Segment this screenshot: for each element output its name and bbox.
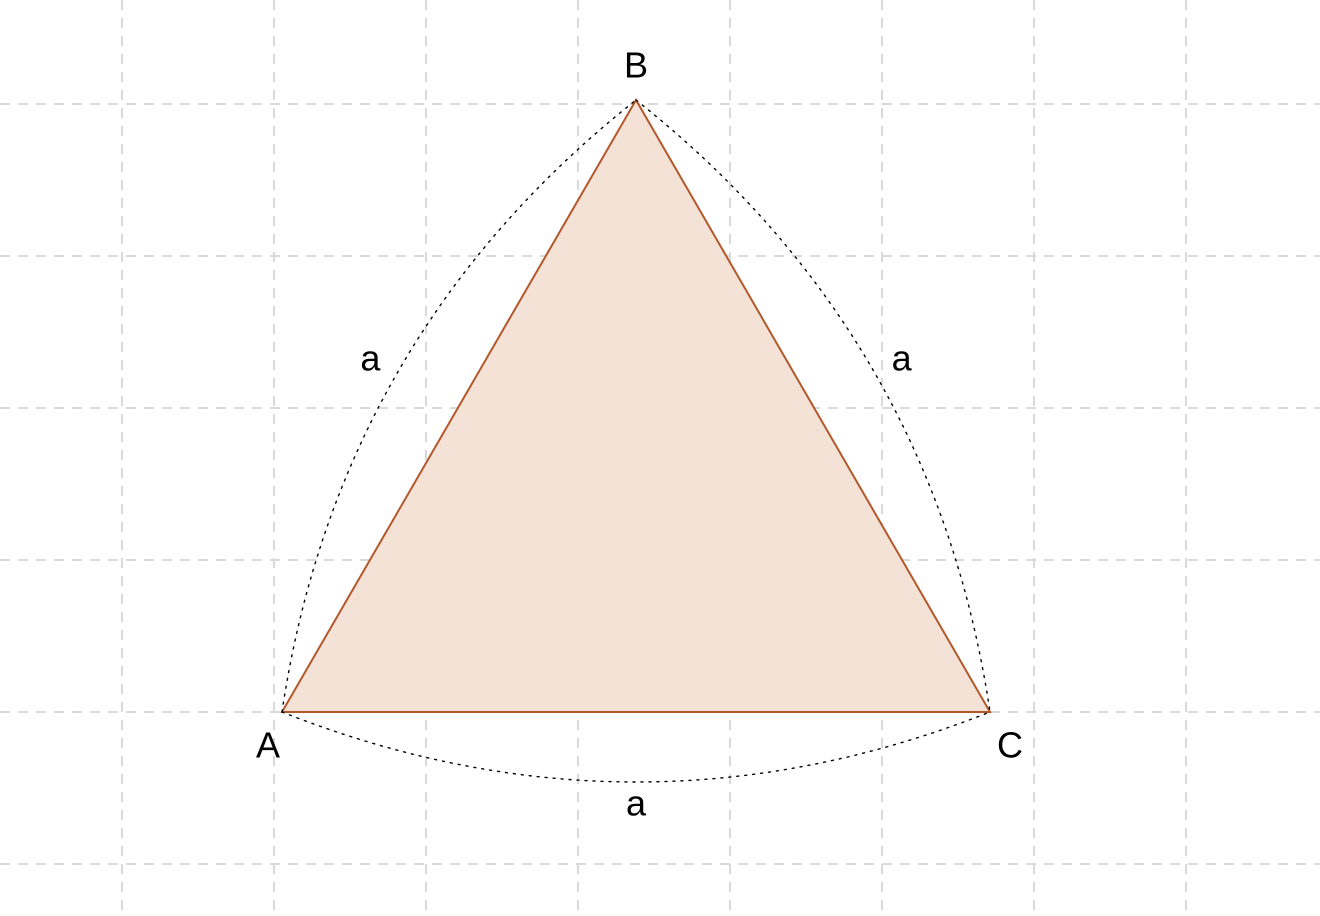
side-label: a [360,338,381,379]
vertex-label-a: A [256,725,280,766]
side-label: a [892,338,913,379]
vertex-label-c: C [997,725,1023,766]
diagram-canvas: a a a A B C [0,0,1320,916]
side-label: a [626,783,647,824]
vertex-label-b: B [624,45,648,86]
